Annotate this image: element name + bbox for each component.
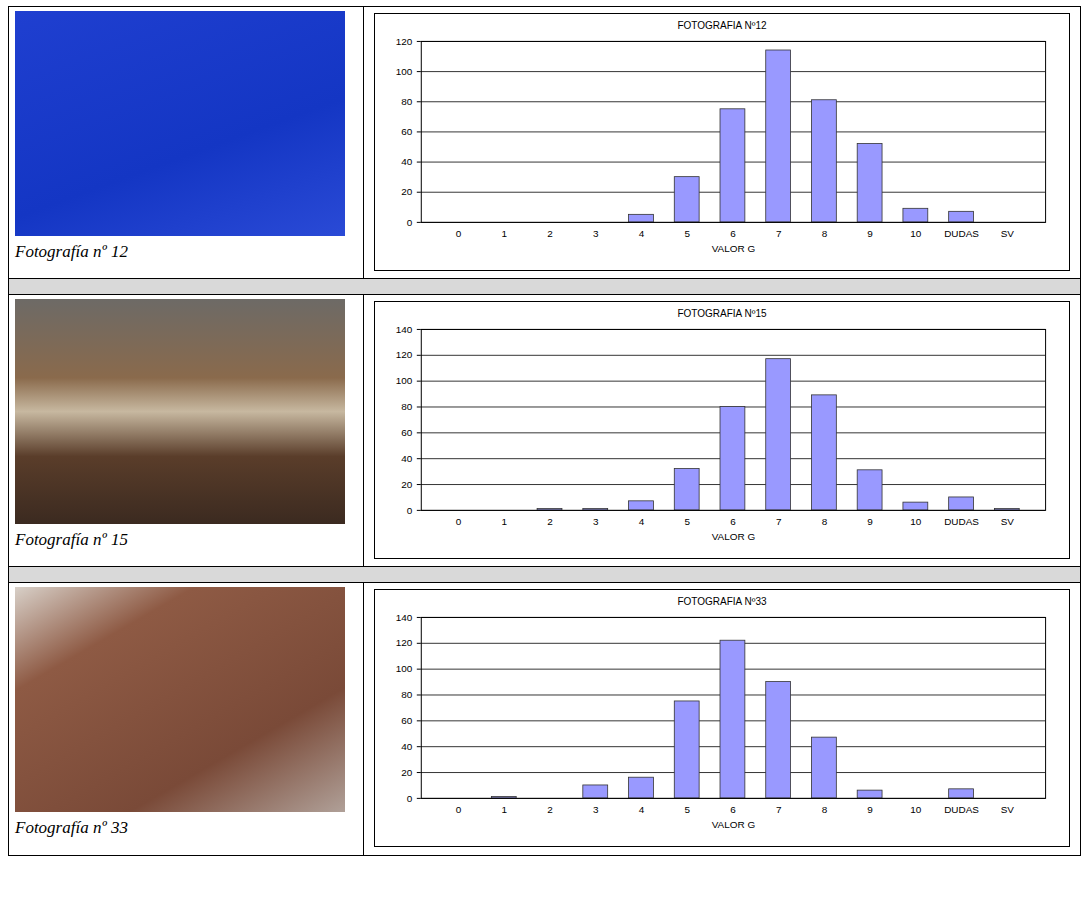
svg-text:SV: SV [1001,228,1015,239]
svg-text:20: 20 [401,767,413,778]
svg-text:7: 7 [776,804,782,815]
svg-text:7: 7 [776,228,782,239]
svg-text:4: 4 [639,516,645,527]
svg-text:6: 6 [730,516,736,527]
svg-text:3: 3 [593,516,599,527]
svg-text:4: 4 [639,228,645,239]
svg-text:3: 3 [593,804,599,815]
html-text:Fotografía nº 33: Fotografía nº 33 [15,818,128,837]
svg-text:2: 2 [547,516,553,527]
svg-text:60: 60 [401,126,413,137]
svg-text:0: 0 [407,505,413,516]
svg-text:8: 8 [822,228,828,239]
html-text:FOTOGRAFIA Nº12: FOTOGRAFIA Nº12 [677,20,767,31]
svg-text:1: 1 [502,804,508,815]
svg-text:9: 9 [867,516,873,527]
svg-text:5: 5 [684,228,690,239]
svg-text:5: 5 [684,804,690,815]
svg-text:40: 40 [401,741,413,752]
svg-text:2: 2 [547,228,553,239]
svg-text:120: 120 [396,637,413,648]
svg-text:1: 1 [502,228,508,239]
svg-text:0: 0 [456,516,462,527]
svg-text:120: 120 [396,36,413,47]
svg-text:140: 140 [396,324,413,335]
svg-text:6: 6 [730,804,736,815]
svg-text:7: 7 [776,516,782,527]
html-text:FOTOGRAFIA Nº15: FOTOGRAFIA Nº15 [677,308,767,319]
svg-text:140: 140 [396,612,413,623]
svg-text:80: 80 [401,96,413,107]
svg-text:8: 8 [822,516,828,527]
svg-text:DUDAS: DUDAS [944,804,979,815]
svg-text:10: 10 [910,516,922,527]
svg-text:20: 20 [401,479,413,490]
svg-text:0: 0 [456,228,462,239]
svg-text:9: 9 [867,228,873,239]
svg-text:1: 1 [502,516,508,527]
svg-text:0: 0 [456,804,462,815]
svg-text:SV: SV [1001,516,1015,527]
svg-text:10: 10 [910,804,922,815]
svg-text:6: 6 [730,228,736,239]
svg-text:VALOR G: VALOR G [712,819,755,830]
svg-text:100: 100 [396,663,413,674]
svg-text:80: 80 [401,401,413,412]
svg-text:40: 40 [401,453,413,464]
html-text:Fotografía nº 12: Fotografía nº 12 [15,242,128,261]
svg-text:10: 10 [910,228,922,239]
svg-text:8: 8 [822,804,828,815]
svg-text:20: 20 [401,186,413,197]
html-text:FOTOGRAFIA Nº33: FOTOGRAFIA Nº33 [677,596,767,607]
svg-text:5: 5 [684,516,690,527]
svg-text:3: 3 [593,228,599,239]
svg-text:100: 100 [396,375,413,386]
svg-text:VALOR G: VALOR G [712,243,755,254]
svg-text:VALOR G: VALOR G [712,531,755,542]
svg-text:2: 2 [547,804,553,815]
svg-text:40: 40 [401,156,413,167]
svg-text:0: 0 [407,217,413,228]
svg-text:0: 0 [407,793,413,804]
svg-text:DUDAS: DUDAS [944,228,979,239]
svg-text:60: 60 [401,427,413,438]
svg-text:4: 4 [639,804,645,815]
svg-text:9: 9 [867,804,873,815]
svg-text:120: 120 [396,349,413,360]
svg-text:80: 80 [401,689,413,700]
svg-text:DUDAS: DUDAS [944,516,979,527]
html-text:Fotografía nº 15: Fotografía nº 15 [15,530,128,549]
svg-text:SV: SV [1001,804,1015,815]
svg-text:60: 60 [401,715,413,726]
svg-text:100: 100 [396,66,413,77]
